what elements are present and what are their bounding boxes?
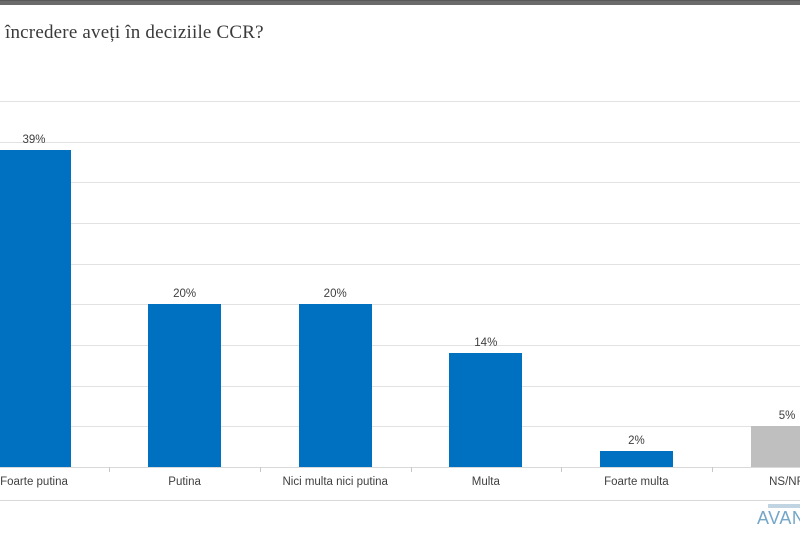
bar-value-label-foarte-multa: 2% xyxy=(628,434,645,447)
x-axis-label-multa: Multa xyxy=(471,476,500,488)
bar-value-label-ns-nr: 5% xyxy=(778,410,796,423)
gridline-45 xyxy=(0,101,800,102)
logo-text: AVAN xyxy=(757,508,800,528)
bar-ns-nr xyxy=(750,426,800,467)
bar-nici-multa-nici-putina xyxy=(298,304,372,467)
bar-value-label-nici-multa-nici-putina: 20% xyxy=(323,288,347,301)
gridline-10 xyxy=(0,385,800,387)
bar-multa xyxy=(449,353,523,467)
chart-title: încredere aveți în deciziile CCR? xyxy=(5,22,264,43)
x-axis-tick xyxy=(259,467,261,472)
footer-divider xyxy=(0,500,800,501)
window-top-edge xyxy=(0,0,800,5)
gridline-40 xyxy=(0,141,800,143)
logo-fineprint xyxy=(768,504,800,508)
gridline-15 xyxy=(0,345,800,346)
bar-value-label-foarte-putina: 39% xyxy=(22,133,46,146)
x-axis-label-nici-multa-nici-putina: Nici multa nici putina xyxy=(282,476,388,488)
x-axis-label-putina: Putina xyxy=(168,476,201,488)
x-axis-label-ns-nr: NS/NR xyxy=(769,476,800,488)
x-axis-tick xyxy=(711,467,713,472)
bar-foarte-multa xyxy=(599,450,673,467)
x-axis-tick xyxy=(410,467,412,472)
avangarde-logo: AVAN xyxy=(757,504,800,527)
bar-foarte-putina xyxy=(0,149,71,467)
x-axis-tick xyxy=(109,467,111,472)
x-axis-line xyxy=(0,467,800,468)
bar-putina xyxy=(148,304,222,467)
x-axis-label-foarte-putina: Foarte putina xyxy=(0,476,68,488)
bar-value-label-multa: 14% xyxy=(474,337,498,350)
gridline-20 xyxy=(0,304,800,306)
gridline-25 xyxy=(0,263,800,265)
x-axis-tick xyxy=(561,467,563,472)
gridline-5 xyxy=(0,426,800,428)
x-axis-label-foarte-multa: Foarte multa xyxy=(604,476,669,488)
gridline-30 xyxy=(0,223,800,224)
bar-value-label-putina: 20% xyxy=(173,288,197,301)
gridline-35 xyxy=(0,182,800,184)
